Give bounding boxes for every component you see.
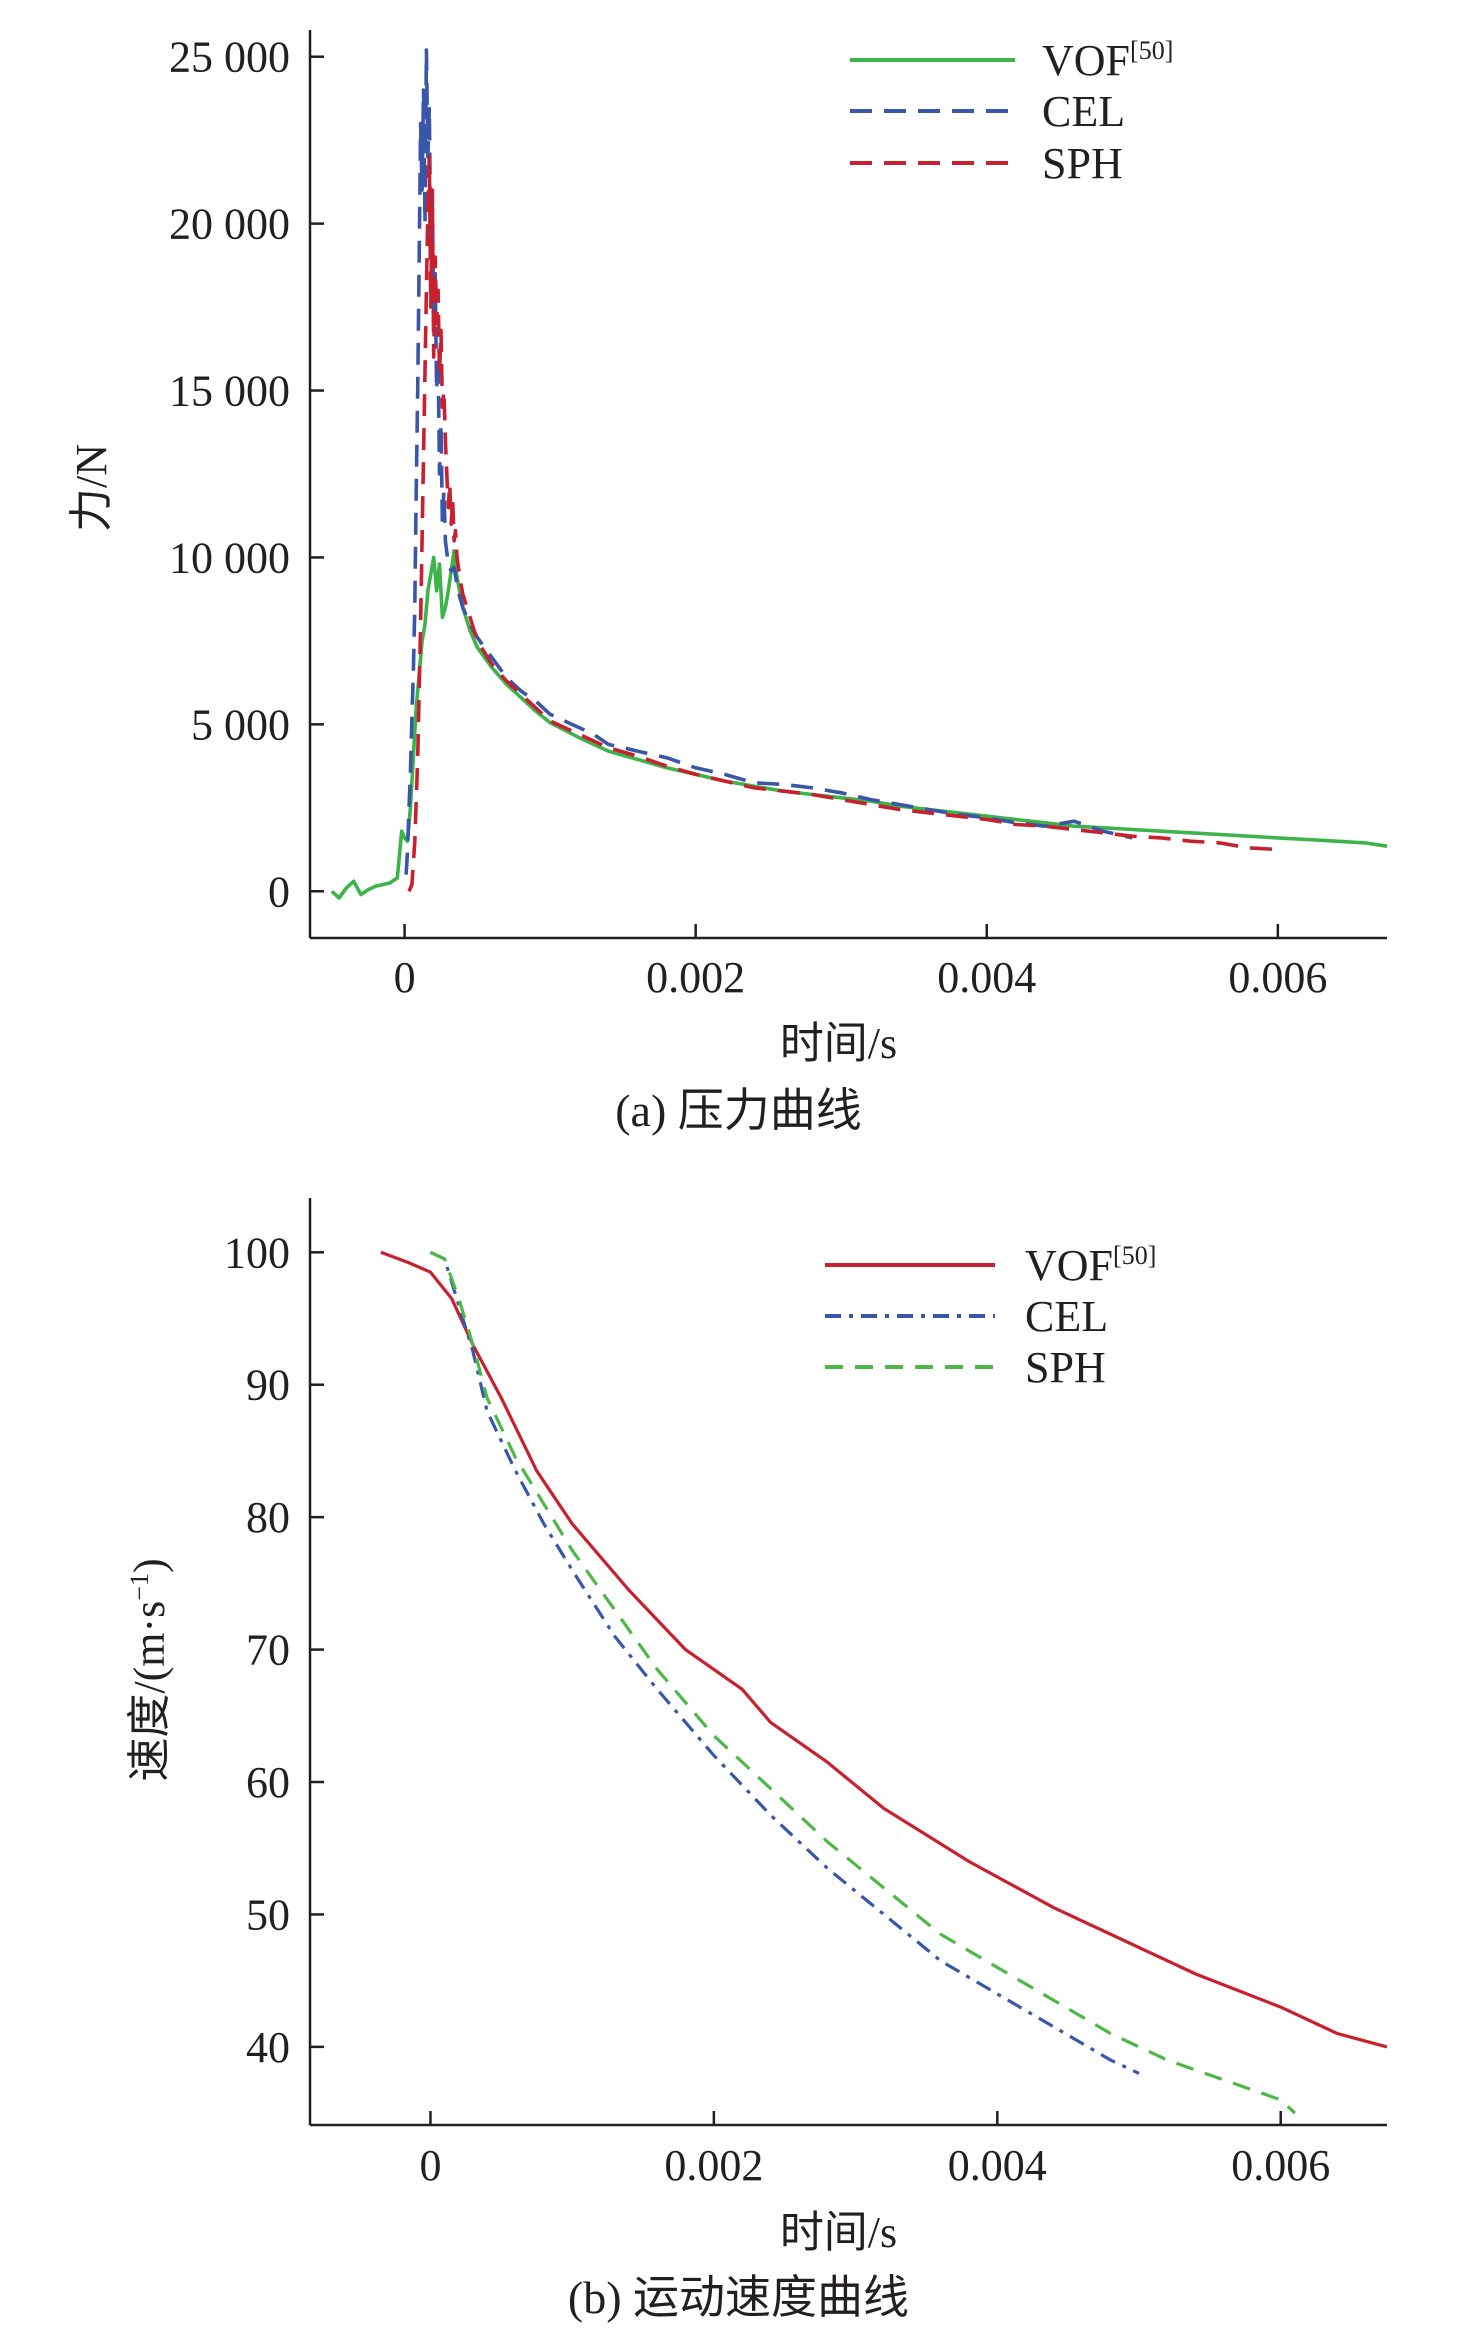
plot-area (380, 1250, 1387, 2115)
y-axis-title: 力/N (67, 444, 116, 532)
legend-label-vof: VOF[50] (1025, 1241, 1156, 1290)
y-axis-title-text: 力/N (67, 444, 116, 532)
y-tick-label: 0 (268, 867, 290, 916)
legend-label-vof: VOF[50] (1042, 36, 1173, 85)
y-tick-label: 80 (246, 1493, 290, 1542)
y-axis-title-text: 速度/(m·s (125, 1601, 174, 1782)
x-axis-title: 时间/s (780, 1019, 897, 1068)
y-tick-label: 100 (224, 1228, 290, 1277)
x-tick-label: 0.004 (948, 2141, 1047, 2190)
x-tick-label: 0.002 (664, 2141, 763, 2190)
legend-label-sph: SPH (1042, 139, 1123, 188)
legend-label-sph: SPH (1025, 1343, 1106, 1392)
chart-caption: (a) 压力曲线 (615, 1085, 862, 1136)
legend-label-text: CEL (1025, 1292, 1108, 1341)
plot-area (330, 48, 1387, 900)
x-tick-label: 0.004 (937, 953, 1036, 1002)
x-tick-label: 0 (419, 2141, 441, 2190)
x-tick-label: 0.002 (646, 953, 745, 1002)
y-tick-label: 70 (246, 1626, 290, 1675)
series-line-vof (380, 1250, 1387, 2049)
legend-label-superscript: [50] (1113, 1241, 1156, 1270)
series-line-sph (407, 155, 1278, 893)
y-tick-label: 90 (246, 1361, 290, 1410)
legend-label-cel: CEL (1025, 1292, 1108, 1341)
legend-label-text: VOF (1042, 36, 1130, 85)
y-axis-title-end: ) (125, 1558, 174, 1573)
y-tick-label: 15 000 (169, 367, 290, 416)
x-tick-label: 0.006 (1231, 2141, 1330, 2190)
legend-label-text: SPH (1025, 1343, 1106, 1392)
series-line-cel (404, 48, 1133, 875)
x-axis-title: 时间/s (780, 2208, 897, 2257)
legend-label-text: CEL (1042, 87, 1125, 136)
chart-caption: (b) 运动速度曲线 (568, 2272, 909, 2323)
y-tick-label: 5 000 (191, 700, 290, 749)
legend-label-cel: CEL (1042, 87, 1125, 136)
y-axis-title: 速度/(m·s−1) (125, 1558, 174, 1781)
y-tick-label: 50 (246, 1890, 290, 1939)
y-axis-title-superscript: −1 (125, 1573, 154, 1601)
chart-0: 0 5 000 10 000 15 000 20 000 25 000 0 0.002 0.00… (67, 30, 1387, 1136)
legend-label-text: SPH (1042, 139, 1123, 188)
y-tick-label: 10 000 (169, 533, 290, 582)
series-line-sph (429, 1250, 1296, 2115)
chart-1: 40 50 60 70 80 90 100 0 0.002 0.004 0.006 时间/s 速度/(m… (125, 1198, 1387, 2323)
legend-label-text: VOF (1025, 1241, 1113, 1290)
y-tick-label: 20 000 (169, 200, 290, 249)
y-tick-label: 25 000 (169, 33, 290, 82)
series-line-cel (429, 1250, 1140, 2075)
x-tick-label: 0.006 (1228, 953, 1327, 1002)
series-line-vof (330, 548, 1387, 900)
x-tick-label: 0 (394, 953, 416, 1002)
y-tick-label: 60 (246, 1758, 290, 1807)
legend-label-superscript: [50] (1130, 36, 1173, 65)
y-tick-label: 40 (246, 2023, 290, 2072)
